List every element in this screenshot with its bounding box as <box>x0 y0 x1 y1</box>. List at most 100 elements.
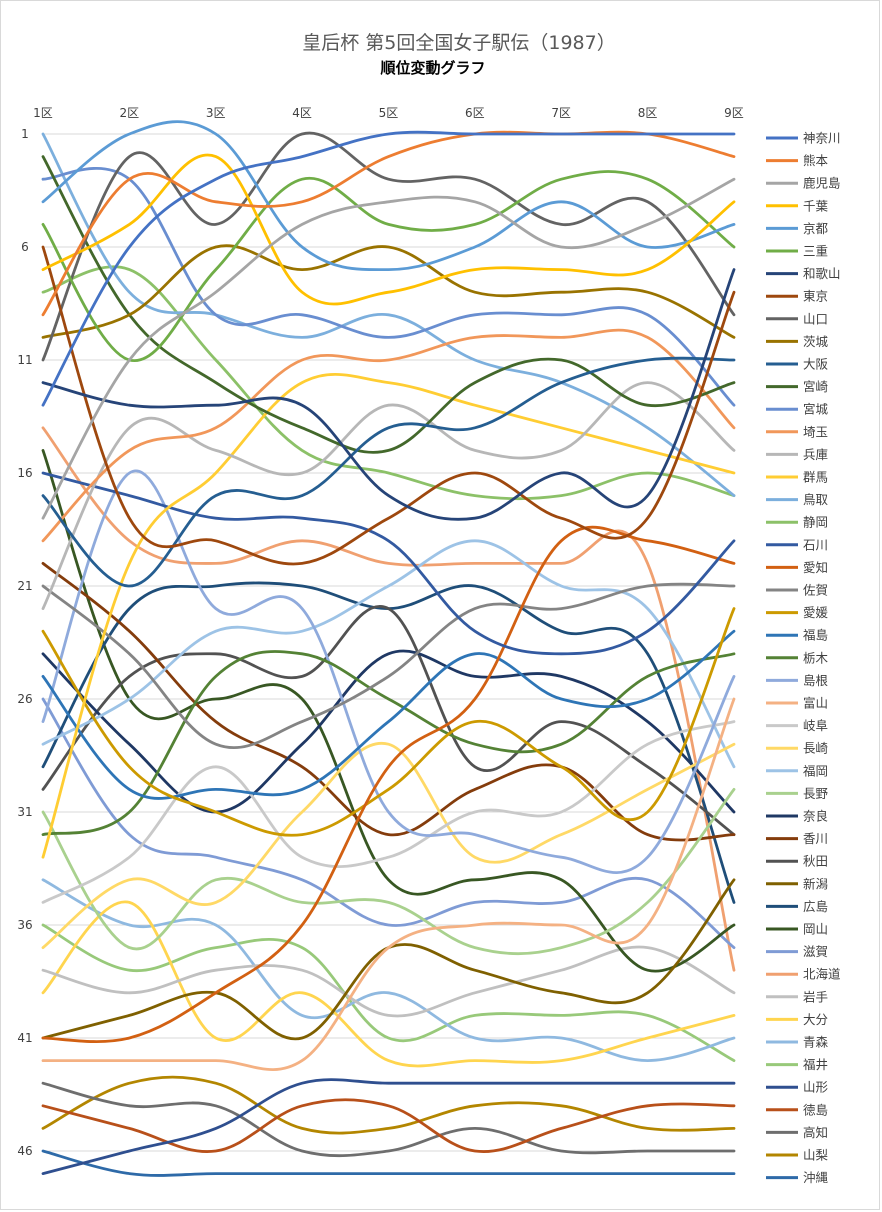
series-line <box>41 131 736 362</box>
series-line <box>41 155 736 454</box>
y-tick-label: 41 <box>17 1031 32 1045</box>
x-tick-label: 7区 <box>551 106 571 120</box>
series-line <box>41 720 736 904</box>
y-tick-label: 16 <box>17 466 32 480</box>
y-tick-label: 36 <box>17 918 32 932</box>
series-line <box>41 741 736 949</box>
legend-label: 佐賀 <box>803 583 828 598</box>
series-line <box>41 900 736 1068</box>
legend-label: 福島 <box>803 628 828 643</box>
legend-label: 埼玉 <box>803 424 828 439</box>
legend-label: 岐阜 <box>803 718 828 733</box>
series-line <box>41 607 736 837</box>
legend-label: 島根 <box>803 673 829 688</box>
x-tick-label: 4区 <box>292 106 312 120</box>
series-line <box>41 120 736 272</box>
x-tick-label: 1区 <box>33 106 53 120</box>
legend-label: 静岡 <box>803 515 828 530</box>
series-line <box>41 581 736 904</box>
series-line <box>41 605 736 836</box>
series-line <box>41 697 736 949</box>
series-line <box>41 1081 736 1158</box>
series-line <box>41 177 736 520</box>
y-tick-label: 21 <box>17 579 32 593</box>
series-line <box>41 469 736 874</box>
series-line <box>41 1075 736 1135</box>
series-line <box>41 153 736 306</box>
legend-label: 愛媛 <box>803 605 829 620</box>
legend-label: 秋田 <box>803 854 828 869</box>
legend-label: 京都 <box>803 221 829 236</box>
chart-title: 皇后杯 第5回全国女子駅伝（1987） <box>302 32 615 54</box>
series-line <box>41 132 736 497</box>
series-line <box>41 381 736 610</box>
y-tick-label: 11 <box>17 353 32 367</box>
series-line <box>41 244 736 339</box>
legend-label: 鳥取 <box>803 492 829 507</box>
series-line <box>41 525 736 1043</box>
series-line <box>41 582 736 750</box>
legend-label: 石川 <box>803 537 828 552</box>
series-line <box>41 629 736 800</box>
series-line <box>41 245 736 566</box>
series-line <box>41 539 736 769</box>
series-line <box>41 650 736 836</box>
legend-label: 東京 <box>803 289 828 304</box>
legend-label: 群馬 <box>803 470 828 485</box>
chart-subtitle: 順位変動グラフ <box>379 59 485 77</box>
series-line <box>41 562 736 842</box>
legend-label: 茨城 <box>803 334 829 349</box>
x-tick-label: 3区 <box>206 106 226 120</box>
series-line <box>41 426 736 972</box>
legend-label: 高知 <box>803 1125 828 1140</box>
series-line <box>41 1098 736 1153</box>
legend: 神奈川熊本鹿児島千葉京都三重和歌山東京山口茨城大阪宮崎宮城埼玉兵庫群馬鳥取静岡石… <box>766 131 841 1185</box>
series-line <box>41 697 736 1071</box>
legend-label: 宮崎 <box>803 379 829 394</box>
y-tick-label: 31 <box>17 805 32 819</box>
legend-label: 香川 <box>803 831 828 846</box>
legend-label: 広島 <box>803 899 828 914</box>
legend-label: 愛知 <box>803 560 828 575</box>
legend-label: 三重 <box>803 244 828 259</box>
legend-label: 鹿児島 <box>803 176 841 191</box>
series-line <box>41 945 736 1018</box>
x-tick-label: 5区 <box>379 106 399 120</box>
legend-label: 栃木 <box>803 650 829 665</box>
series-line <box>41 356 736 588</box>
legend-label: 富山 <box>803 696 828 711</box>
series-line <box>41 130 736 407</box>
legend-label: 長崎 <box>803 741 829 756</box>
legend-label: 岡山 <box>803 922 828 937</box>
x-tick-label: 9区 <box>724 106 744 120</box>
series-line <box>41 923 736 1062</box>
legend-label: 新潟 <box>803 876 828 891</box>
legend-label: 千葉 <box>803 198 829 213</box>
legend-label: 山口 <box>803 311 828 326</box>
series-lines <box>41 120 736 1177</box>
legend-label: 兵庫 <box>803 447 828 462</box>
legend-label: 北海道 <box>803 967 841 982</box>
series-line <box>41 1149 736 1177</box>
series-line <box>41 471 736 656</box>
series-line <box>41 1078 736 1175</box>
series-line <box>41 372 736 859</box>
series-line <box>41 130 736 317</box>
legend-label: 大阪 <box>803 357 829 372</box>
legend-label: 宮城 <box>803 402 829 417</box>
legend-label: 山形 <box>803 1080 829 1095</box>
legend-label: 長野 <box>803 786 829 801</box>
legend-label: 熊本 <box>803 153 829 168</box>
x-tick-label: 2区 <box>120 106 140 120</box>
legend-label: 青森 <box>803 1035 829 1050</box>
legend-label: 山梨 <box>803 1148 829 1163</box>
series-line <box>41 788 736 956</box>
legend-label: 和歌山 <box>803 266 841 281</box>
x-tick-label: 8区 <box>638 106 658 120</box>
y-tick-label: 6 <box>21 240 29 254</box>
legend-label: 神奈川 <box>803 131 841 146</box>
series-line <box>41 449 736 973</box>
legend-label: 岩手 <box>803 989 828 1004</box>
